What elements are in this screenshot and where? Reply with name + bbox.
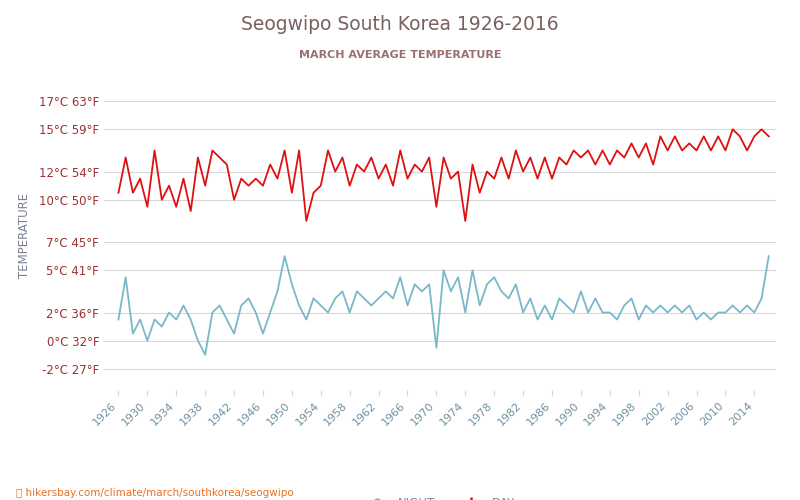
Legend: NIGHT, DAY: NIGHT, DAY — [360, 492, 520, 500]
Text: 📍 hikersbay.com/climate/march/southkorea/seogwipo: 📍 hikersbay.com/climate/march/southkorea… — [16, 488, 294, 498]
Text: MARCH AVERAGE TEMPERATURE: MARCH AVERAGE TEMPERATURE — [298, 50, 502, 60]
Text: Seogwipo South Korea 1926-2016: Seogwipo South Korea 1926-2016 — [241, 15, 559, 34]
Y-axis label: TEMPERATURE: TEMPERATURE — [18, 192, 30, 278]
